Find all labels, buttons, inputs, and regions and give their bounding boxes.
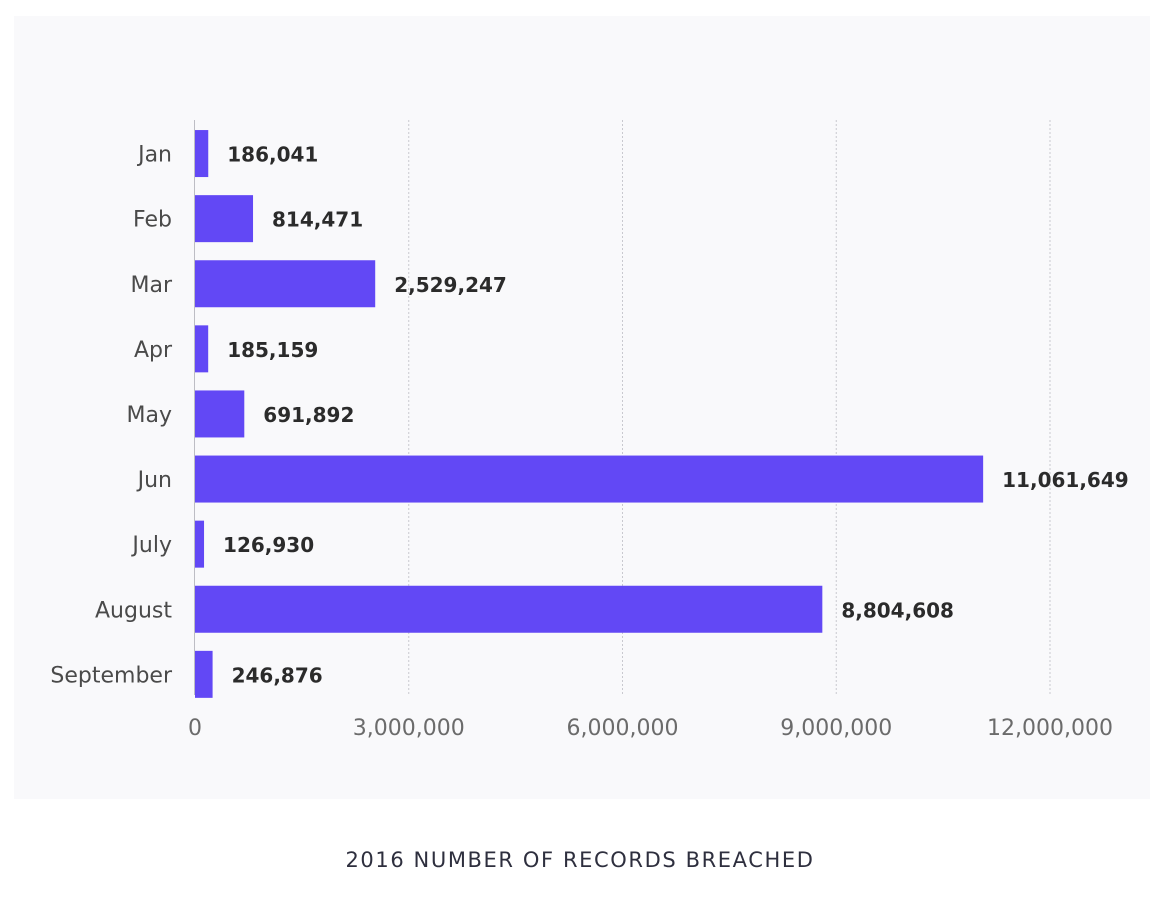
bar bbox=[195, 650, 213, 698]
category-label: August bbox=[95, 598, 172, 623]
value-label: 691,892 bbox=[263, 403, 354, 427]
category-label: Jun bbox=[136, 468, 172, 493]
category-label: May bbox=[127, 403, 172, 428]
category-label: Feb bbox=[133, 208, 172, 233]
chart-caption: 2016 NUMBER OF RECORDS BREACHED bbox=[345, 848, 815, 872]
x-tick-label: 12,000,000 bbox=[987, 716, 1113, 741]
bar bbox=[195, 130, 209, 178]
category-label: Mar bbox=[130, 273, 172, 298]
category-label: Apr bbox=[134, 338, 173, 363]
value-label: 126,930 bbox=[223, 533, 314, 557]
bar bbox=[195, 325, 209, 373]
x-tick-label: 3,000,000 bbox=[353, 716, 465, 741]
bar bbox=[195, 195, 254, 243]
x-tick-label: 9,000,000 bbox=[780, 716, 892, 741]
value-label: 185,159 bbox=[227, 338, 318, 362]
value-label: 11,061,649 bbox=[1002, 468, 1129, 492]
bar bbox=[195, 455, 984, 503]
value-label: 186,041 bbox=[227, 143, 318, 167]
category-label: July bbox=[130, 533, 172, 558]
bar bbox=[195, 520, 205, 568]
value-label: 246,876 bbox=[232, 663, 323, 687]
value-label: 8,804,608 bbox=[841, 598, 954, 622]
bar-chart: Jan 186,041 Feb 814,471 Mar 2,529,247 Apr 185,1… bbox=[50, 120, 1129, 741]
x-tick-label: 6,000,000 bbox=[567, 716, 679, 741]
category-label: Jan bbox=[136, 143, 172, 168]
category-label: September bbox=[50, 663, 173, 688]
bar bbox=[195, 260, 376, 308]
value-label: 2,529,247 bbox=[394, 273, 507, 297]
bar bbox=[195, 585, 823, 633]
bar bbox=[195, 390, 245, 438]
x-tick-label: 0 bbox=[188, 716, 202, 741]
value-label: 814,471 bbox=[272, 208, 363, 232]
